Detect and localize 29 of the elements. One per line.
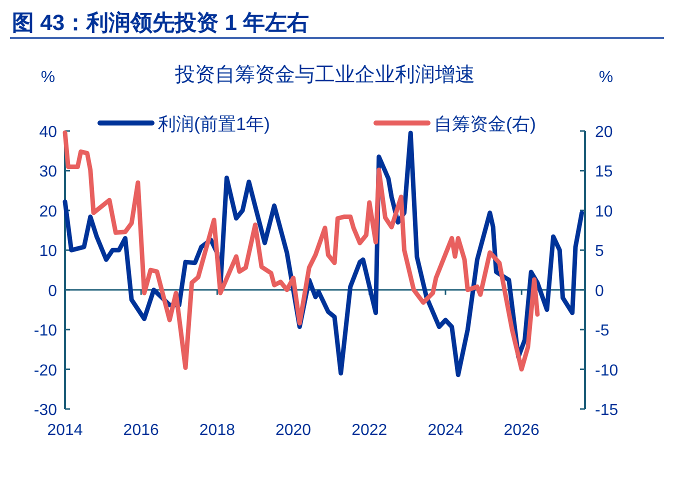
x-tick-label: 2018 (199, 422, 236, 439)
y-tick-label: 20 (39, 203, 58, 220)
y2-tick-label: 0 (595, 282, 604, 300)
chart-title: 图 43：利润领先投资 1 年左右 (12, 10, 310, 35)
x-tick-label: 2022 (352, 422, 388, 439)
y2-axis-title: % (598, 69, 614, 86)
x-tick-label: 2016 (123, 422, 159, 439)
x-tick-label: 2020 (275, 422, 312, 439)
y-tick-label: 30 (39, 164, 58, 181)
y-tick-label: 10 (39, 243, 58, 260)
legend-label: 利润(前置1年) (158, 114, 270, 134)
y2-tick-label: 5 (595, 243, 604, 260)
y2-tick-label: -15 (595, 402, 618, 419)
y2-tick-label: -5 (595, 322, 610, 340)
chart-subtitle: 投资自筹资金与工业企业利润增速 (174, 64, 475, 86)
legend-label: 自筹资金(右) (434, 114, 536, 134)
y2-tick-label: 15 (595, 164, 613, 181)
y-tick-label: -30 (34, 402, 58, 419)
x-tick-label: 2014 (47, 422, 83, 439)
x-tick-label: 2024 (428, 422, 464, 439)
y-tick-label: 0 (48, 282, 58, 300)
y-tick-label: -20 (34, 362, 58, 380)
y-tick-label: 40 (39, 124, 58, 141)
y-axis-title: % (40, 69, 56, 86)
y-tick-label: -10 (34, 322, 58, 340)
y2-tick-label: 20 (595, 124, 613, 141)
y2-tick-label: -10 (595, 362, 618, 380)
y2-tick-label: 10 (595, 203, 613, 220)
x-tick-label: 2026 (504, 422, 540, 439)
